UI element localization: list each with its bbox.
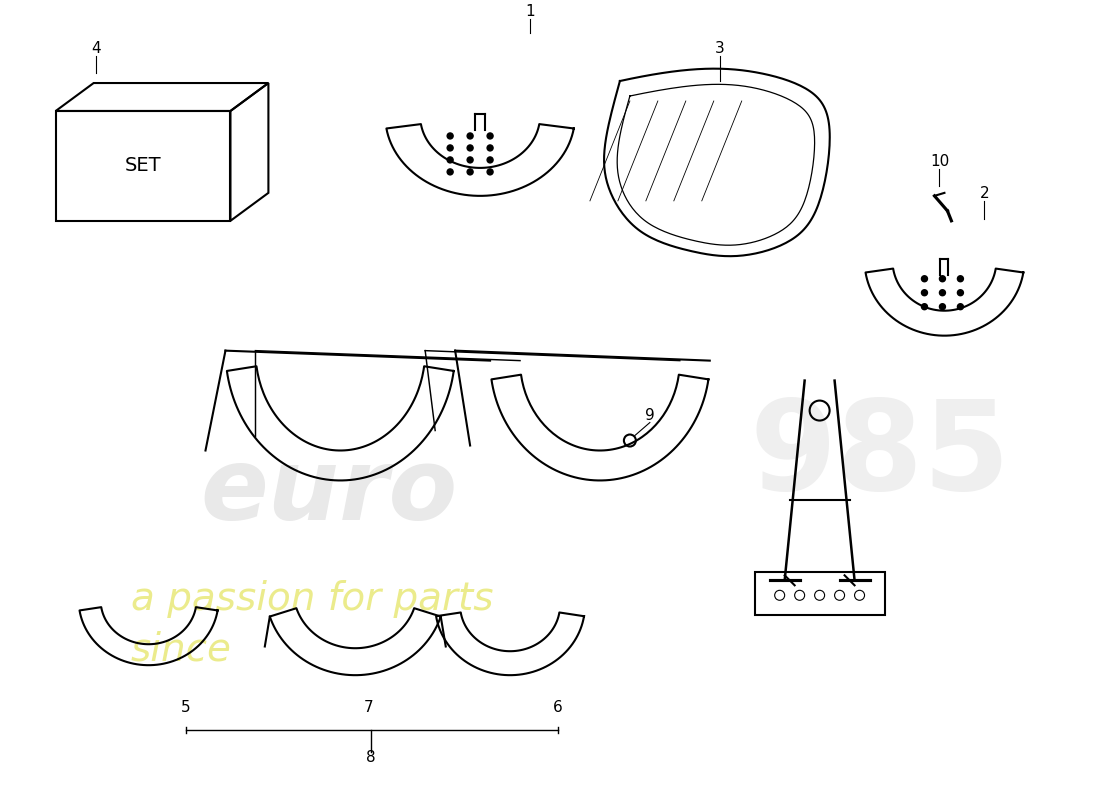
- Circle shape: [957, 276, 964, 282]
- Circle shape: [957, 290, 964, 296]
- Circle shape: [922, 290, 927, 296]
- Circle shape: [468, 133, 473, 139]
- Text: 9: 9: [645, 407, 654, 422]
- Circle shape: [922, 276, 927, 282]
- Text: 1: 1: [525, 4, 535, 19]
- Circle shape: [957, 304, 964, 310]
- Circle shape: [468, 169, 473, 175]
- Text: 7: 7: [363, 700, 373, 715]
- Text: 4: 4: [91, 41, 100, 56]
- Text: SET: SET: [124, 157, 162, 175]
- Circle shape: [939, 304, 945, 310]
- Circle shape: [447, 157, 453, 163]
- Circle shape: [487, 133, 493, 139]
- Circle shape: [939, 276, 945, 282]
- Text: 10: 10: [930, 154, 949, 169]
- Circle shape: [487, 157, 493, 163]
- Text: a passion for parts: a passion for parts: [131, 580, 493, 618]
- Text: 5: 5: [180, 700, 190, 715]
- Text: euro: euro: [200, 444, 458, 542]
- Circle shape: [922, 304, 927, 310]
- Circle shape: [468, 145, 473, 151]
- Text: 6: 6: [553, 700, 563, 715]
- Text: 2: 2: [980, 186, 989, 201]
- Circle shape: [447, 169, 453, 175]
- Text: 3: 3: [715, 41, 725, 56]
- Circle shape: [468, 157, 473, 163]
- Circle shape: [447, 133, 453, 139]
- Circle shape: [487, 145, 493, 151]
- Text: 8: 8: [366, 750, 376, 765]
- Text: since: since: [131, 630, 231, 668]
- Circle shape: [487, 169, 493, 175]
- Circle shape: [447, 145, 453, 151]
- Circle shape: [939, 290, 945, 296]
- Text: 985: 985: [750, 395, 1011, 517]
